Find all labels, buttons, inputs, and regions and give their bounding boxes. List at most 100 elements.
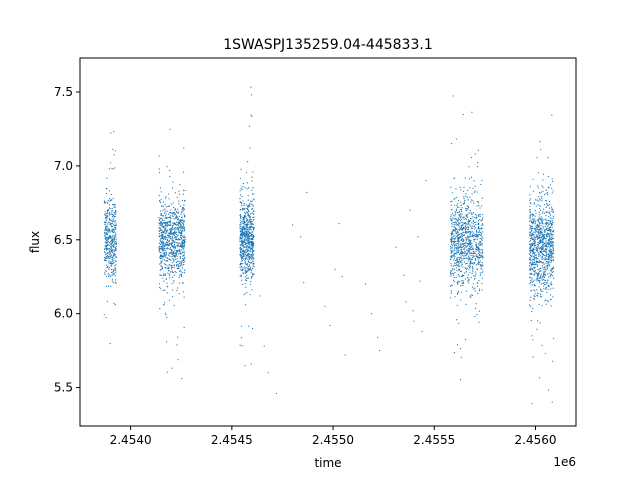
data-point [263, 345, 265, 347]
data-point [175, 224, 178, 226]
data-point [529, 199, 531, 201]
data-point [531, 243, 533, 245]
data-point [544, 268, 546, 270]
data-point [544, 231, 546, 233]
data-point [252, 208, 254, 210]
data-point [552, 249, 554, 252]
data-point [251, 240, 253, 243]
data-point [469, 244, 472, 246]
data-point [479, 264, 481, 266]
data-point [537, 273, 540, 276]
data-point [543, 283, 546, 286]
data-point [548, 242, 550, 244]
data-point [465, 218, 468, 220]
data-point [470, 276, 472, 279]
data-point [462, 239, 464, 241]
data-point [242, 183, 245, 185]
data-point [111, 226, 113, 228]
data-point [461, 216, 463, 218]
data-point [550, 224, 553, 226]
data-point [549, 256, 551, 258]
data-point [253, 210, 255, 212]
data-point [160, 260, 162, 262]
data-point [239, 248, 241, 251]
data-point [530, 273, 532, 275]
data-point [250, 249, 252, 251]
data-point [161, 224, 163, 226]
data-point [465, 207, 467, 209]
data-point [539, 222, 541, 224]
data-point [244, 266, 246, 268]
data-point [174, 208, 176, 210]
data-point [544, 222, 546, 224]
data-point [249, 229, 251, 231]
data-point [530, 305, 532, 307]
data-point [460, 356, 462, 359]
data-point [551, 241, 554, 243]
data-point [552, 212, 554, 214]
data-point [240, 218, 242, 220]
data-point [174, 232, 176, 234]
data-point [166, 217, 168, 219]
data-point [541, 222, 543, 224]
data-point [250, 257, 252, 259]
data-point [111, 278, 114, 280]
data-point [179, 236, 182, 239]
data-point [467, 265, 469, 267]
data-point [544, 259, 546, 261]
data-point [247, 256, 249, 259]
data-point [251, 203, 253, 205]
data-point [172, 253, 174, 255]
data-point [456, 304, 458, 306]
data-point [479, 207, 481, 209]
data-point [459, 268, 461, 270]
data-point [529, 224, 531, 226]
data-point [539, 248, 541, 250]
data-point [543, 212, 546, 214]
data-point [453, 249, 455, 251]
data-point [531, 227, 534, 230]
data-point [169, 212, 171, 214]
data-point [111, 260, 114, 262]
data-point [468, 222, 470, 224]
data-point [460, 215, 462, 218]
data-point [162, 238, 165, 240]
data-point [466, 232, 469, 234]
y-tick-label: 6.5 [54, 233, 73, 247]
data-point [110, 274, 112, 276]
data-point [542, 235, 544, 237]
data-point [159, 224, 161, 226]
data-point [469, 220, 471, 222]
data-point [457, 243, 460, 245]
data-point [550, 305, 552, 307]
data-point [539, 141, 541, 143]
data-point [451, 242, 453, 244]
data-point [169, 251, 171, 254]
data-point [541, 238, 543, 241]
data-point [167, 244, 169, 246]
data-point [249, 269, 251, 271]
data-point [107, 210, 109, 213]
data-point [174, 213, 176, 216]
data-point [113, 154, 115, 156]
data-point [550, 281, 552, 283]
data-point [105, 218, 107, 220]
data-point [552, 237, 554, 240]
data-point [181, 262, 183, 264]
data-point [170, 203, 172, 205]
data-point [175, 250, 177, 252]
data-point [174, 236, 177, 238]
data-point [107, 212, 109, 214]
data-point [115, 269, 117, 271]
y-tick-label: 7.0 [54, 159, 73, 173]
data-point [457, 217, 459, 219]
data-point [159, 230, 161, 233]
data-point [462, 285, 464, 287]
data-point [545, 281, 547, 284]
data-point [106, 233, 108, 236]
data-point [341, 276, 343, 278]
data-point [110, 223, 112, 225]
data-point [113, 236, 116, 238]
data-point [105, 257, 107, 259]
data-point [457, 219, 459, 222]
